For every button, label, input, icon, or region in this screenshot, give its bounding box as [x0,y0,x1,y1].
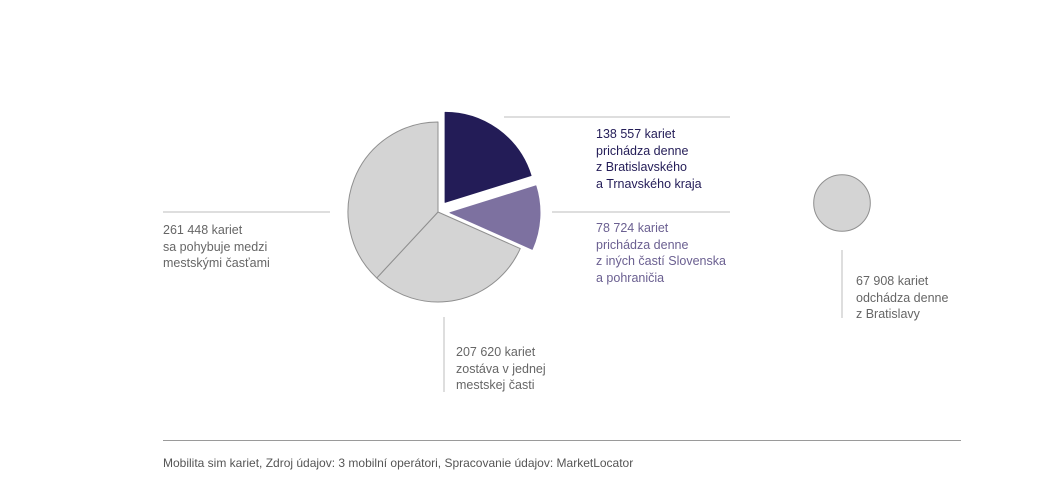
label-line: sa pohybuje medzi [163,239,268,254]
label-line: prichádza denne [596,143,689,158]
label-between-districts: 261 448 kariet sa pohybuje medzi mestskými… [163,222,270,272]
label-line: 78 724 kariet [596,221,669,235]
slice-other-slovakia [449,185,541,250]
label-line: 67 908 kariet [856,274,929,288]
label-other-slovakia: 78 724 kariet prichádza denne z iných čast… [596,220,726,286]
source-divider [163,440,961,441]
label-line: prichádza denne [596,237,689,252]
label-line: mestskej časti [456,378,535,392]
label-line: zostáva v jednej [456,361,546,376]
label-line: 261 448 kariet [163,223,243,237]
label-same-district: 207 620 kariet zostáva v jednej mestskej č… [456,344,546,394]
label-line: a Trnavského kraja [596,176,702,191]
label-line: z iných častí Slovenska [596,254,726,268]
label-line: z Bratislavy [856,307,920,321]
circle-leaving-bratislava [813,174,871,232]
label-line: z Bratislavského [596,160,688,174]
label-line: 138 557 kariet [596,127,676,141]
source-note: Mobilita sim kariet, Zdroj údajov: 3 mob… [163,456,634,470]
label-line: mestskými časťami [163,256,270,270]
label-line: 207 620 kariet [456,345,536,359]
label-leaving-bratislava: 67 908 kariet odchádza denne z Bratislavy [856,273,948,323]
slice-between-districts [347,121,439,279]
slice-bratislava-trnava-kraj [444,111,532,203]
slice-same-district [376,211,521,303]
label-line: odchádza denne [856,290,949,305]
label-line: a pohraničia [596,270,665,285]
label-bratislava-trnava-kraj: 138 557 kariet prichádza denne z Bratislav… [596,126,702,192]
